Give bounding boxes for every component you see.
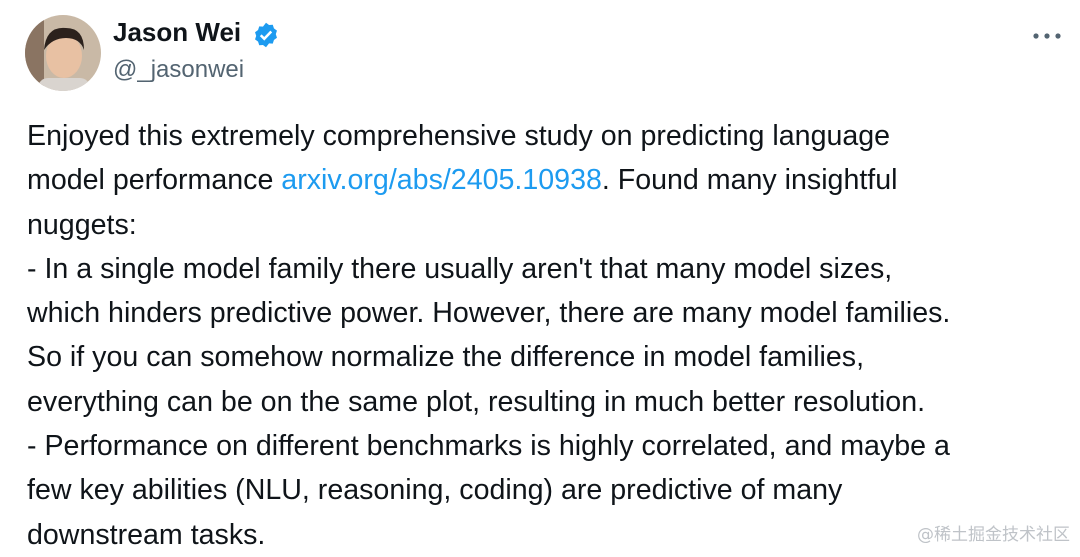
text: nuggets: — [27, 208, 137, 241]
text-line: downstream tasks. — [27, 513, 950, 557]
text-line: Enjoyed this extremely comprehensive stu… — [27, 114, 950, 158]
link[interactable]: arxiv.org/abs/2405.10938 — [281, 164, 602, 197]
text: which hinders predictive power. However,… — [27, 297, 951, 330]
watermark: @稀土掘金技术社区 — [917, 525, 1070, 545]
author-handle[interactable]: @_jasonwei — [113, 56, 245, 83]
text: model performance — [27, 164, 282, 197]
verified-badge — [255, 22, 277, 48]
text: - Performance on different benchmarks is… — [27, 430, 950, 463]
text: downstream tasks. — [27, 518, 266, 551]
text-line: few key abilities (NLU, reasoning, codin… — [27, 468, 950, 512]
text-line: So if you can somehow normalize the diff… — [27, 335, 950, 379]
text: Enjoyed this extremely comprehensive stu… — [27, 120, 891, 152]
text: - In a single model family there usually… — [27, 252, 893, 285]
text-line: - In a single model family there usually… — [27, 247, 950, 291]
text-line: nuggets: — [27, 203, 950, 247]
text-line: everything can be on the same plot, resu… — [27, 380, 950, 424]
text: everything can be on the same plot, resu… — [27, 385, 926, 418]
text-line: - Performance on different benchmarks is… — [27, 424, 950, 468]
more-menu[interactable] — [1030, 26, 1064, 46]
tweet-text: Enjoyed this extremely comprehensive stu… — [27, 114, 950, 557]
text: . Found many insightful — [601, 164, 898, 197]
text-line: which hinders predictive power. However,… — [27, 291, 950, 335]
author-name[interactable]: Jason Wei — [113, 17, 242, 47]
text-line: model performance arxiv.org/abs/2405.109… — [27, 158, 950, 202]
text: few key abilities (NLU, reasoning, codin… — [27, 474, 843, 507]
avatar[interactable] — [24, 14, 102, 92]
text: So if you can somehow normalize the diff… — [27, 341, 865, 374]
